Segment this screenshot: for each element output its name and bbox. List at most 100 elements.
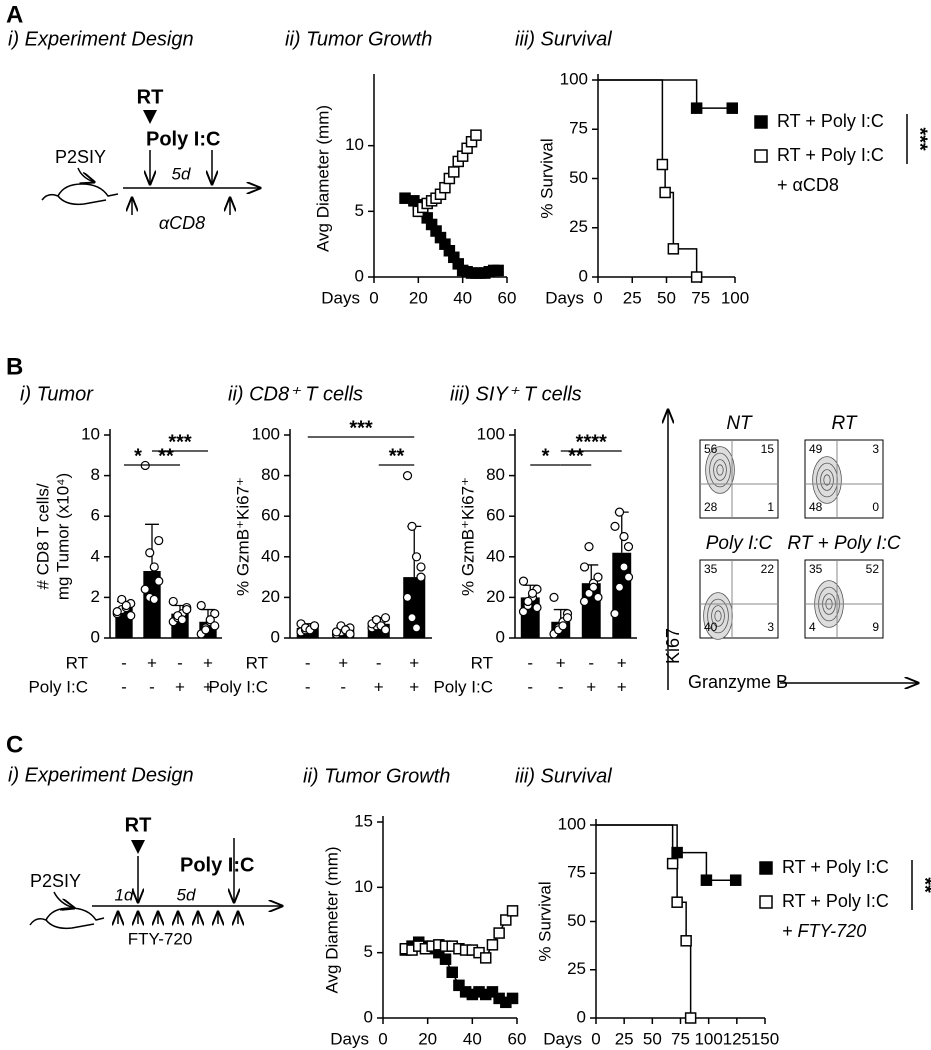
point <box>659 186 671 199</box>
y-tick-label: 8 <box>91 465 100 484</box>
data-point <box>168 596 178 607</box>
point <box>666 857 679 870</box>
row-value: - <box>376 653 382 672</box>
data-point <box>380 625 391 635</box>
point <box>486 986 499 998</box>
y-tick-label: 80 <box>486 465 505 484</box>
data-point <box>402 471 413 481</box>
x-tick-label: 60 <box>498 288 517 307</box>
row-value: - <box>149 677 155 696</box>
row-value: - <box>527 653 533 672</box>
point <box>667 243 680 255</box>
mouse <box>41 183 119 206</box>
significance: *** <box>909 127 931 151</box>
y-tick-label: 0 <box>364 1007 373 1026</box>
data-point <box>210 621 220 631</box>
y-tick-label: 6 <box>91 506 100 525</box>
mouse <box>29 907 105 930</box>
row-value: - <box>588 653 594 672</box>
data-point <box>623 542 634 552</box>
x-tick-label: 75 <box>691 288 710 307</box>
interval-label: 5d <box>172 164 191 183</box>
y-tick-label: 20 <box>261 587 280 606</box>
data-point <box>117 594 127 605</box>
row-value: + <box>617 653 627 672</box>
y-axis-label: % Survival <box>535 881 554 961</box>
point <box>492 264 504 277</box>
chart-title: ii) Tumor Growth <box>285 28 432 50</box>
data-point <box>558 621 568 631</box>
data-point <box>593 592 603 603</box>
quadrant-value: 40 <box>704 620 718 634</box>
legend-swatch <box>754 149 768 163</box>
legend-label: RT + Poly I:C <box>777 145 884 165</box>
row-label: Poly I:C <box>28 677 88 696</box>
panel-letter: C <box>6 731 23 758</box>
data-point <box>205 615 215 625</box>
legend-label: + αCD8 <box>777 175 839 195</box>
row-value: - <box>177 653 183 672</box>
data-point <box>402 592 413 603</box>
row-value: + <box>409 653 419 672</box>
y-tick-label: 5 <box>364 942 373 961</box>
row-label: RT <box>66 653 88 672</box>
data-point <box>140 584 150 594</box>
data-point <box>584 588 594 598</box>
interval-label: 1d <box>115 885 134 904</box>
y-tick-label: 60 <box>486 506 505 525</box>
interval-label: 5d <box>177 885 196 904</box>
row-value: + <box>617 677 627 696</box>
row-value: - <box>340 677 346 696</box>
x-axis-label: Days <box>330 1029 369 1048</box>
y-tick-label: 5 <box>355 201 364 220</box>
row-value: - <box>558 677 564 696</box>
data-point <box>154 576 164 586</box>
y-tick-label: 0 <box>579 266 588 285</box>
x-tick-label: 0 <box>593 288 602 307</box>
bar <box>403 577 426 638</box>
x-tick-label: 75 <box>671 1029 690 1048</box>
quadrant-value: 15 <box>761 442 775 456</box>
significance: * <box>134 445 142 467</box>
arrow <box>53 891 74 908</box>
x-axis-label: Days <box>545 288 584 307</box>
data-point <box>154 535 164 546</box>
y-tick-label: 60 <box>261 506 280 525</box>
legend-swatch <box>759 895 773 909</box>
data-point <box>196 600 206 611</box>
panel-title: i) Experiment Design <box>8 28 194 50</box>
data-point <box>210 609 220 619</box>
point <box>486 939 499 951</box>
y-tick-label: 75 <box>567 863 586 882</box>
inhibitor-label: FTY-720 <box>128 929 193 948</box>
y-tick-label: 75 <box>569 119 588 138</box>
significance: * <box>542 445 550 467</box>
data-point <box>411 552 422 562</box>
quadrant-value: 9 <box>872 620 879 634</box>
y-tick-label: 0 <box>271 627 280 646</box>
quadrant-value: 28 <box>704 500 718 514</box>
row-value: + <box>147 653 157 672</box>
data-point <box>145 548 155 558</box>
y-axis-label: % GzmB⁺Ki67⁺ <box>458 477 477 596</box>
point <box>493 927 505 939</box>
density-contour <box>716 464 724 476</box>
data-point <box>614 507 625 517</box>
quadrant-value: 35 <box>809 562 823 576</box>
x-tick-label: 100 <box>694 1029 722 1048</box>
point <box>729 874 742 886</box>
gate <box>700 560 778 638</box>
data-point <box>177 615 187 625</box>
row-label: RT <box>471 653 493 672</box>
row-label: RT <box>246 653 268 672</box>
y-axis-label: mg Tumor (x10⁴) <box>53 473 72 600</box>
density-contour <box>707 598 729 634</box>
data-point <box>549 592 559 603</box>
row-value: + <box>175 677 185 696</box>
x-tick-label: 150 <box>751 1029 779 1048</box>
y-tick-label: 40 <box>486 546 505 565</box>
panel-letter: A <box>6 1 23 28</box>
point <box>470 129 482 141</box>
data-point <box>416 572 426 582</box>
density-contour <box>820 469 834 491</box>
